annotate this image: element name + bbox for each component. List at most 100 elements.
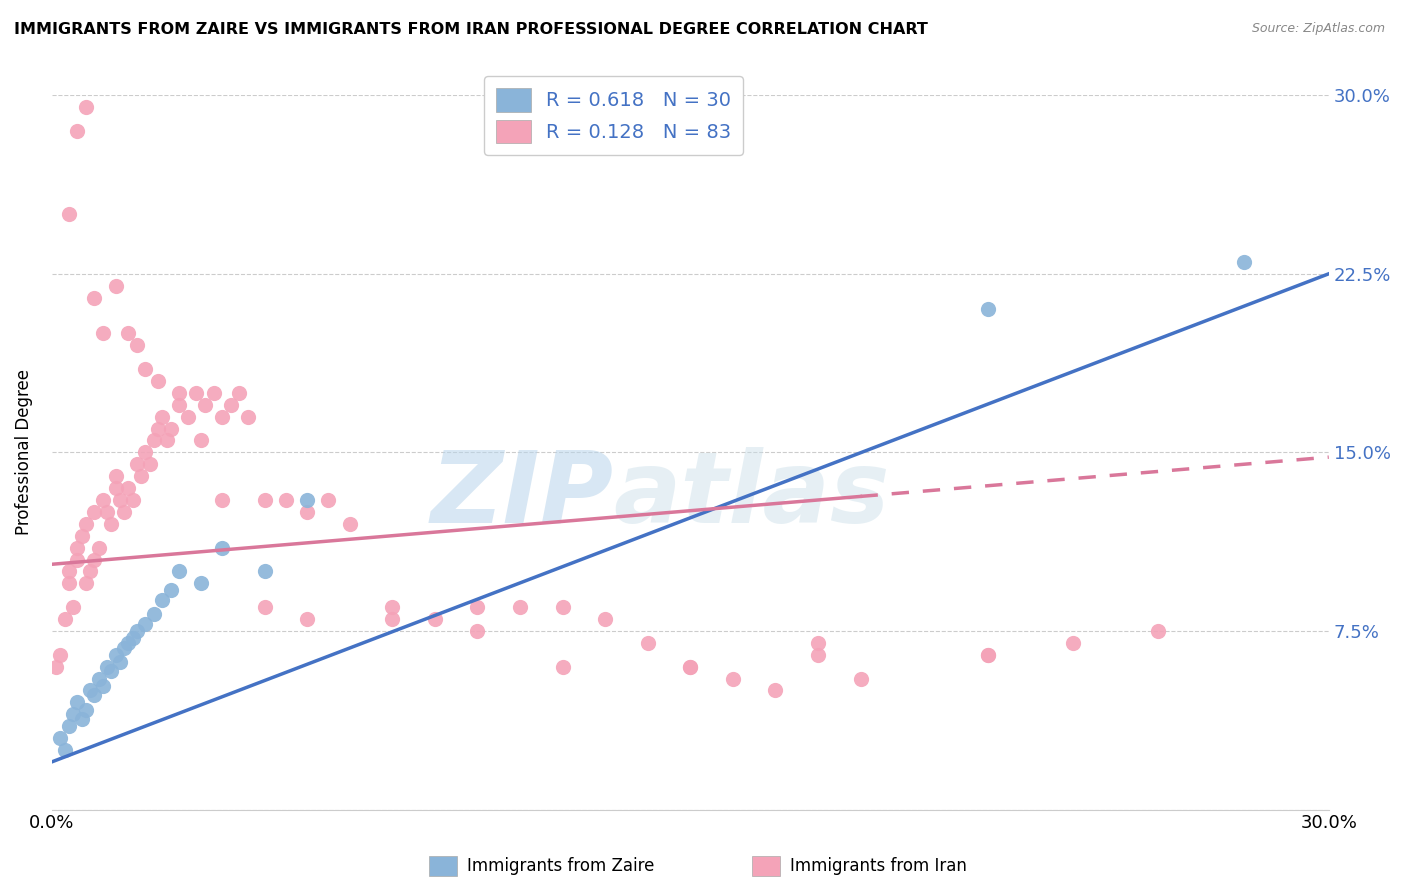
- Point: [83, 291, 105, 305]
- Point: [467, 624, 489, 638]
- Point: [807, 636, 830, 650]
- Point: [49, 731, 72, 745]
- Point: [104, 481, 127, 495]
- Point: [146, 374, 169, 388]
- Text: IMMIGRANTS FROM ZAIRE VS IMMIGRANTS FROM IRAN PROFESSIONAL DEGREE CORRELATION CH: IMMIGRANTS FROM ZAIRE VS IMMIGRANTS FROM…: [14, 22, 928, 37]
- Point: [509, 600, 531, 615]
- Point: [96, 505, 118, 519]
- Point: [58, 207, 80, 221]
- Point: [121, 631, 143, 645]
- Point: [45, 659, 67, 673]
- Point: [190, 434, 212, 448]
- Point: [1147, 624, 1170, 638]
- Point: [467, 600, 489, 615]
- Point: [551, 659, 574, 673]
- Point: [87, 541, 110, 555]
- Point: [138, 457, 160, 471]
- Point: [117, 326, 139, 341]
- Point: [96, 659, 118, 673]
- Point: [295, 493, 318, 508]
- Point: [125, 624, 148, 638]
- Point: [142, 607, 165, 622]
- Point: [112, 505, 135, 519]
- Point: [202, 385, 225, 400]
- Point: [593, 612, 616, 626]
- Point: [66, 695, 89, 709]
- Point: [763, 683, 786, 698]
- Point: [194, 398, 217, 412]
- Point: [58, 565, 80, 579]
- Point: [100, 665, 122, 679]
- Point: [83, 505, 105, 519]
- Text: Source: ZipAtlas.com: Source: ZipAtlas.com: [1251, 22, 1385, 36]
- Point: [295, 612, 318, 626]
- Point: [169, 565, 191, 579]
- Point: [156, 434, 179, 448]
- Point: [104, 648, 127, 662]
- Point: [295, 505, 318, 519]
- Point: [219, 398, 242, 412]
- Point: [58, 719, 80, 733]
- Point: [62, 600, 84, 615]
- Point: [100, 516, 122, 531]
- Point: [70, 529, 93, 543]
- Text: atlas: atlas: [613, 447, 890, 544]
- Point: [228, 385, 250, 400]
- Point: [49, 648, 72, 662]
- Point: [1062, 636, 1084, 650]
- Point: [423, 612, 446, 626]
- Point: [53, 612, 76, 626]
- Point: [91, 493, 114, 508]
- Point: [104, 469, 127, 483]
- Text: Immigrants from Zaire: Immigrants from Zaire: [467, 857, 654, 875]
- Point: [75, 516, 97, 531]
- Point: [160, 421, 183, 435]
- Point: [186, 385, 208, 400]
- Point: [79, 565, 101, 579]
- Point: [75, 702, 97, 716]
- Point: [91, 326, 114, 341]
- Point: [160, 583, 183, 598]
- Point: [274, 493, 297, 508]
- Point: [253, 600, 276, 615]
- Point: [1233, 255, 1256, 269]
- Point: [83, 688, 105, 702]
- Point: [104, 278, 127, 293]
- Point: [977, 302, 1000, 317]
- Point: [177, 409, 200, 424]
- Point: [87, 672, 110, 686]
- Point: [125, 338, 148, 352]
- Y-axis label: Professional Degree: Professional Degree: [15, 369, 32, 535]
- Point: [211, 409, 233, 424]
- Text: Immigrants from Iran: Immigrants from Iran: [790, 857, 967, 875]
- Point: [152, 409, 174, 424]
- Point: [211, 541, 233, 555]
- Point: [381, 612, 404, 626]
- Point: [58, 576, 80, 591]
- Point: [339, 516, 361, 531]
- Point: [108, 655, 131, 669]
- Point: [66, 124, 89, 138]
- Point: [66, 552, 89, 566]
- Point: [83, 552, 105, 566]
- Point: [381, 600, 404, 615]
- Point: [53, 743, 76, 757]
- Point: [721, 672, 744, 686]
- Point: [70, 712, 93, 726]
- Point: [807, 648, 830, 662]
- Point: [146, 421, 169, 435]
- Point: [253, 493, 276, 508]
- Point: [152, 593, 174, 607]
- Point: [129, 469, 152, 483]
- Point: [112, 640, 135, 655]
- Point: [211, 493, 233, 508]
- Point: [169, 385, 191, 400]
- Point: [637, 636, 659, 650]
- Point: [849, 672, 872, 686]
- Point: [134, 616, 156, 631]
- Point: [236, 409, 259, 424]
- Point: [62, 707, 84, 722]
- Point: [977, 648, 1000, 662]
- Legend: R = 0.618   N = 30, R = 0.128   N = 83: R = 0.618 N = 30, R = 0.128 N = 83: [484, 77, 744, 155]
- Point: [253, 565, 276, 579]
